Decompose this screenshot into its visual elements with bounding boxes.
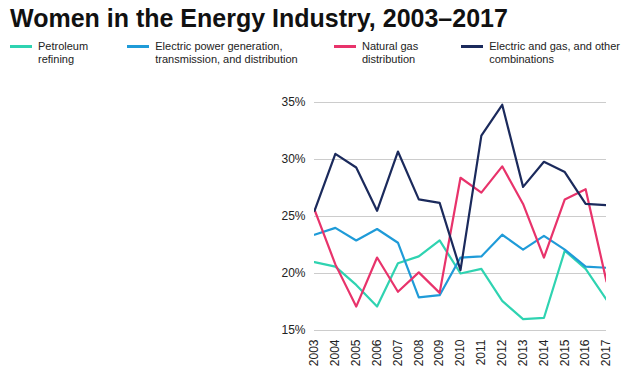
svg-text:2016: 2016 [578,339,592,366]
svg-text:2006: 2006 [370,339,384,366]
svg-text:2014: 2014 [537,339,551,366]
html-text:Women in the Energy Industry,: Women in the Energy Industry, 2003–2017 [10,4,508,32]
svg-text:2003: 2003 [307,339,321,366]
svg-text:2007: 2007 [391,339,405,366]
svg-text:2011: 2011 [474,339,488,365]
svg-text:15%: 15% [281,323,305,337]
svg-text:20%: 20% [281,266,305,280]
html-text:Petroleum refining: Petroleum refining [38,40,89,65]
svg-text:2017: 2017 [599,339,613,366]
svg-text:2008: 2008 [412,339,426,366]
svg-text:2009: 2009 [432,339,446,366]
svg-text:25%: 25% [281,209,305,223]
svg-text:2004: 2004 [328,339,342,366]
html-text:Electric and gas, and other co: Electric and gas, and other combinations [489,40,620,65]
svg-text:2010: 2010 [453,339,467,366]
svg-text:30%: 30% [281,152,305,166]
svg-text:2012: 2012 [495,339,509,366]
svg-text:2005: 2005 [349,339,363,366]
html-text:Natural gas distribution: Natural gas distribution [361,40,419,65]
html-text:Electric power generation, tra: Electric power generation, transmission,… [155,40,298,65]
svg-text:2015: 2015 [558,339,572,366]
svg-text:2013: 2013 [516,339,530,366]
svg-text:35%: 35% [281,95,305,109]
